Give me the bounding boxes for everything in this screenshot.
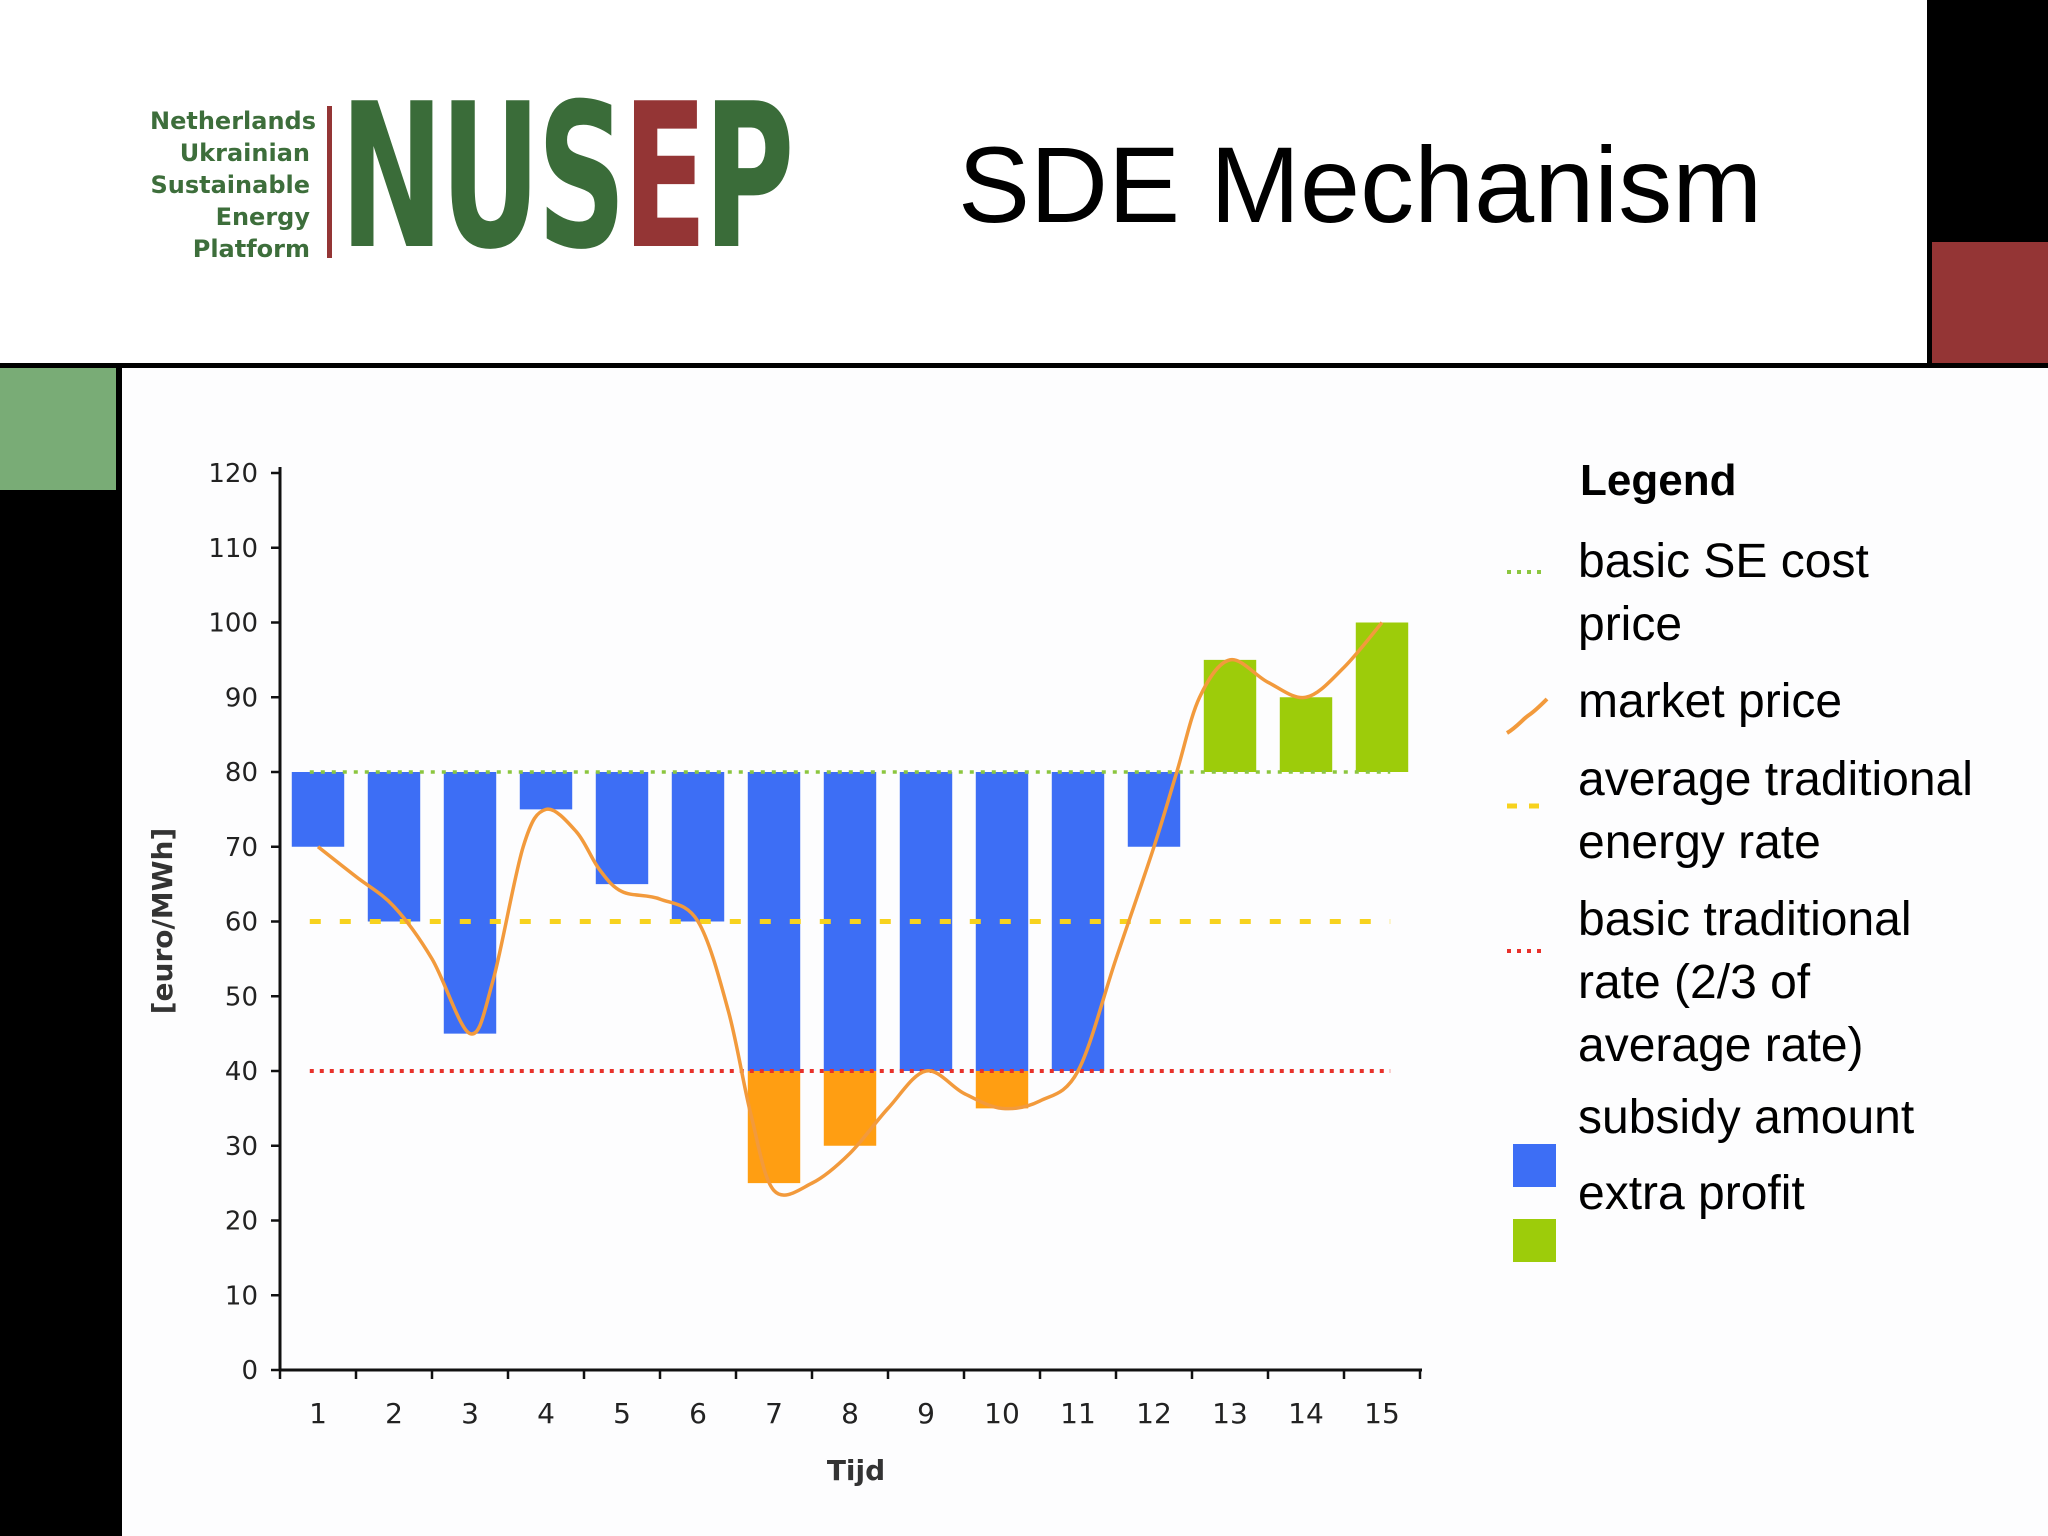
x-axis-label: Tijd bbox=[827, 1454, 885, 1487]
x-tick-label: 10 bbox=[984, 1397, 1020, 1430]
x-tick-label: 11 bbox=[1060, 1397, 1096, 1430]
legend-line: price bbox=[1578, 598, 1683, 651]
header-divider bbox=[0, 363, 2048, 368]
legend-line: basic traditional bbox=[1578, 893, 1912, 946]
y-tick-label: 10 bbox=[225, 1281, 258, 1311]
slide-header: Netherlands Ukrainian Sustainable Energy… bbox=[0, 0, 1927, 363]
legend-line: basic SE cost bbox=[1578, 535, 1869, 588]
legend-dotted-green-icon bbox=[1507, 570, 1547, 574]
below-base-rate-bar bbox=[747, 1071, 801, 1184]
legend-item-extra-profit: extra profit bbox=[1578, 1162, 1805, 1225]
y-tick-label: 60 bbox=[225, 908, 258, 938]
legend-line: rate (2/3 of bbox=[1578, 956, 1811, 1009]
legend-item-market-price: market price bbox=[1578, 670, 1842, 733]
legend-line: average traditional bbox=[1578, 753, 1973, 806]
market-price-curve bbox=[316, 621, 1384, 1197]
x-tick-label: 3 bbox=[461, 1397, 479, 1430]
x-tick-label: 4 bbox=[537, 1397, 555, 1430]
logo-word: Platform bbox=[192, 235, 310, 263]
logo-word: Sustainable bbox=[150, 171, 310, 199]
subsidy-bar bbox=[291, 772, 345, 847]
legend-extra-profit-square-icon bbox=[1513, 1219, 1556, 1262]
logo-word: Netherlands bbox=[150, 107, 317, 135]
subsidy-bar bbox=[443, 772, 497, 1034]
subsidy-bar bbox=[595, 772, 649, 885]
legend-curve-orange-icon bbox=[1505, 697, 1549, 735]
y-tick-label: 0 bbox=[241, 1356, 258, 1386]
y-tick-label: 100 bbox=[208, 609, 258, 639]
x-tick-label: 12 bbox=[1136, 1397, 1172, 1430]
logo-mark: NUSEP bbox=[340, 78, 794, 278]
legend-line: energy rate bbox=[1578, 816, 1821, 869]
logo-mark-e: E bbox=[622, 61, 708, 294]
reference-lines bbox=[309, 770, 1391, 1073]
side-block-green bbox=[0, 368, 116, 490]
y-tick-label: 40 bbox=[225, 1057, 258, 1087]
legend-line: subsidy amount bbox=[1578, 1091, 1915, 1144]
x-tick-label: 5 bbox=[613, 1397, 631, 1430]
logo-word: Ukrainian bbox=[179, 139, 310, 167]
y-tick-label: 90 bbox=[225, 683, 258, 713]
y-tick-label: 120 bbox=[208, 459, 258, 489]
slide-title: SDE Mechanism bbox=[958, 124, 1763, 245]
legend-item-basic-traditional: basic traditional rate (2/3 of average r… bbox=[1578, 888, 1912, 1077]
side-block-black bbox=[0, 490, 122, 1536]
extra-profit-bar bbox=[1279, 697, 1333, 772]
x-tick-label: 8 bbox=[841, 1397, 859, 1430]
y-tick-label: 110 bbox=[208, 534, 258, 564]
x-tick-label: 1 bbox=[309, 1397, 327, 1430]
legend-line: average rate) bbox=[1578, 1019, 1864, 1072]
legend-dashed-yellow-icon bbox=[1507, 803, 1549, 809]
y-tick-label: 20 bbox=[225, 1207, 258, 1237]
x-tick-label: 13 bbox=[1212, 1397, 1248, 1430]
corner-block-black bbox=[1927, 0, 2048, 242]
legend-line: extra profit bbox=[1578, 1167, 1805, 1220]
legend-subsidy-square-icon bbox=[1513, 1144, 1556, 1187]
legend-item-subsidy: subsidy amount bbox=[1578, 1086, 1914, 1149]
legend-dotted-red-icon bbox=[1507, 949, 1547, 953]
y-axis-label: [euro/MWh] bbox=[146, 828, 179, 1014]
logo-mark-nus: NUS bbox=[340, 61, 626, 294]
logo-words: Netherlands Ukrainian Sustainable Energy… bbox=[150, 105, 317, 265]
x-tick-label: 7 bbox=[765, 1397, 783, 1430]
logo-word: Energy bbox=[215, 203, 310, 231]
subsidy-bar bbox=[519, 772, 573, 810]
legend-item-basic-se-cost: basic SE cost price bbox=[1578, 530, 1869, 656]
x-tick-label: 15 bbox=[1364, 1397, 1400, 1430]
y-tick-label: 80 bbox=[225, 758, 258, 788]
logo-divider bbox=[327, 106, 332, 258]
x-tick-label: 14 bbox=[1288, 1397, 1324, 1430]
corner-block-red bbox=[1932, 242, 2048, 363]
x-tick-label: 9 bbox=[917, 1397, 935, 1430]
y-tick-label: 30 bbox=[225, 1132, 258, 1162]
subsidy-bar bbox=[671, 772, 725, 922]
legend-line: market price bbox=[1578, 675, 1843, 728]
y-tick-label: 50 bbox=[225, 982, 258, 1012]
extra-profit-bar bbox=[1203, 659, 1257, 772]
x-tick-label: 6 bbox=[689, 1397, 707, 1430]
legend-title: Legend bbox=[1580, 456, 1737, 505]
extra-profit-bar bbox=[1355, 622, 1409, 772]
y-tick-label: 70 bbox=[225, 833, 258, 863]
market-price-line bbox=[316, 621, 1384, 1197]
bars bbox=[291, 622, 1409, 1184]
logo-mark-p: P bbox=[703, 61, 795, 294]
x-tick-label: 2 bbox=[385, 1397, 403, 1430]
legend-item-average-traditional: average traditional energy rate bbox=[1578, 748, 1973, 874]
subsidy-bar bbox=[367, 772, 421, 922]
